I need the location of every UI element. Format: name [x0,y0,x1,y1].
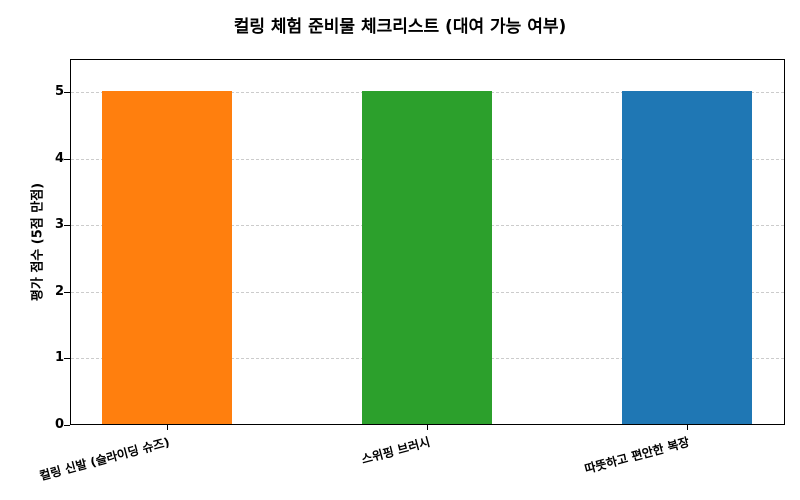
ytick-label-5: 5 [54,84,64,99]
ytick-label-4: 4 [54,151,64,166]
ytick-4 [64,159,70,160]
ytick-label-0: 0 [54,417,64,432]
ytick-label-1: 1 [54,350,64,365]
chart-title: 컬링 체험 준비물 체크리스트 (대여 가능 여부) [233,17,567,37]
ytick-1 [64,358,70,359]
xtick-0 [167,425,168,430]
ytick-label-3: 3 [54,217,64,232]
y-axis-label: 평가 점수 (5점 만점) [30,182,46,302]
ytick-5 [64,92,70,93]
bar-sweeping-brush [362,91,492,424]
ytick-3 [64,225,70,226]
bar-curling-shoes [102,91,232,424]
xtick-2 [687,425,688,430]
xtick-label-curling-shoes: 컬링 신발 (슬라이딩 슈즈) [38,434,172,484]
xtick-label-warm-clothing: 따뜻하고 편안한 복장 [583,434,692,477]
xtick-label-sweeping-brush: 스위핑 브러시 [359,434,432,467]
plot-area [70,59,785,425]
ytick-label-2: 2 [54,284,64,299]
ytick-0 [64,425,70,426]
xtick-1 [427,425,428,430]
bar-warm-clothing [622,91,752,424]
ytick-2 [64,292,70,293]
